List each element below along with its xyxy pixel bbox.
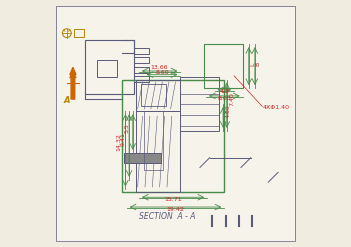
Text: 13.66: 13.66 <box>151 64 168 70</box>
Bar <box>204 44 243 88</box>
Text: 8.00: 8.00 <box>218 96 231 101</box>
Text: Superbat: Superbat <box>154 168 197 202</box>
Bar <box>137 111 180 192</box>
Text: 4.8: 4.8 <box>219 89 229 94</box>
Bar <box>141 84 166 106</box>
Text: 9.41: 9.41 <box>120 133 126 146</box>
Bar <box>134 48 148 54</box>
Text: Superbat: Superbat <box>191 106 233 141</box>
Text: 7.40: 7.40 <box>229 92 234 106</box>
Text: 4XΦ1.40: 4XΦ1.40 <box>262 105 289 110</box>
Bar <box>134 76 148 82</box>
Text: Superbat: Superbat <box>240 45 282 79</box>
Text: 14.32: 14.32 <box>116 133 121 151</box>
Text: SECTION  A - A: SECTION A - A <box>139 212 196 221</box>
Text: 8.60: 8.60 <box>155 70 169 75</box>
Text: 5.5: 5.5 <box>125 123 130 133</box>
Text: Superbat: Superbat <box>101 21 143 55</box>
FancyArrow shape <box>70 67 76 99</box>
Bar <box>144 111 163 170</box>
Text: Superbat: Superbat <box>93 160 135 194</box>
Text: 15.71: 15.71 <box>164 197 182 202</box>
Bar <box>134 67 148 73</box>
Bar <box>124 153 161 163</box>
Text: 4.60: 4.60 <box>225 105 231 118</box>
Text: A: A <box>64 96 70 105</box>
Text: 19.42: 19.42 <box>167 207 184 212</box>
Bar <box>85 41 134 94</box>
Text: Superbat: Superbat <box>130 94 172 128</box>
Bar <box>97 60 117 77</box>
Bar <box>137 80 180 111</box>
Bar <box>134 57 148 63</box>
Text: Superbat: Superbat <box>69 106 111 141</box>
Bar <box>180 77 219 131</box>
Bar <box>122 80 224 192</box>
Text: L: L <box>250 62 255 66</box>
Text: B: B <box>256 62 260 66</box>
Text: Superbat: Superbat <box>154 33 197 67</box>
Bar <box>74 29 84 37</box>
